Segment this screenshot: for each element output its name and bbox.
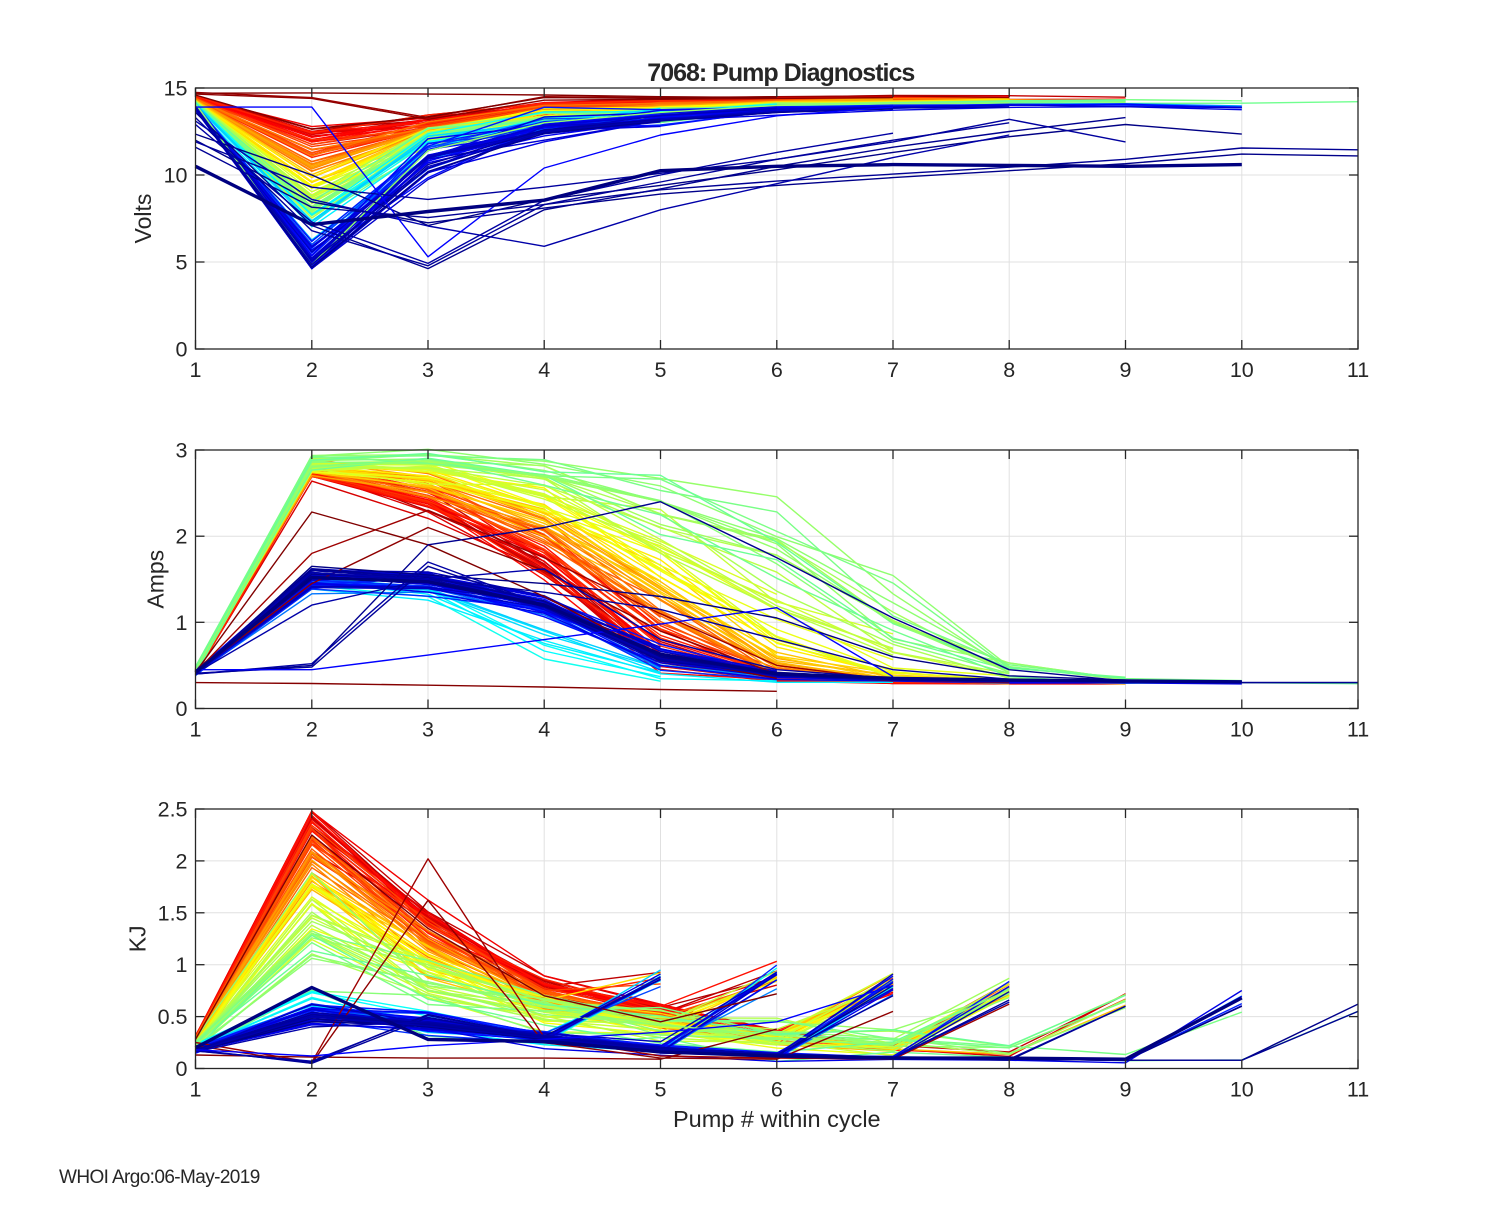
svg-text:Amps: Amps xyxy=(143,550,169,609)
svg-text:3: 3 xyxy=(176,439,188,463)
svg-text:8: 8 xyxy=(1003,358,1015,382)
svg-text:1: 1 xyxy=(190,358,202,382)
svg-text:10: 10 xyxy=(1230,718,1254,742)
svg-text:7: 7 xyxy=(887,718,899,742)
svg-text:1: 1 xyxy=(190,718,202,742)
svg-text:7068: Pump Diagnostics: 7068: Pump Diagnostics xyxy=(647,59,914,87)
svg-text:5: 5 xyxy=(655,718,667,742)
svg-text:2.5: 2.5 xyxy=(158,798,188,822)
svg-text:3: 3 xyxy=(422,358,434,382)
svg-text:2: 2 xyxy=(176,525,188,549)
svg-text:7: 7 xyxy=(887,358,899,382)
svg-text:9: 9 xyxy=(1120,718,1132,742)
svg-text:8: 8 xyxy=(1003,718,1015,742)
svg-text:8: 8 xyxy=(1003,1078,1015,1102)
svg-text:WHOI Argo:06-May-2019: WHOI Argo:06-May-2019 xyxy=(59,1167,260,1188)
svg-text:5: 5 xyxy=(655,1078,667,1102)
svg-text:4: 4 xyxy=(538,1078,550,1102)
svg-text:2: 2 xyxy=(306,1078,318,1102)
svg-text:0.5: 0.5 xyxy=(158,1005,188,1029)
svg-text:0: 0 xyxy=(176,1057,188,1081)
svg-text:9: 9 xyxy=(1120,358,1132,382)
svg-text:5: 5 xyxy=(655,358,667,382)
svg-text:1: 1 xyxy=(190,1078,202,1102)
svg-text:3: 3 xyxy=(422,1078,434,1102)
svg-text:6: 6 xyxy=(771,718,783,742)
svg-text:6: 6 xyxy=(771,358,783,382)
svg-text:5: 5 xyxy=(176,251,188,275)
svg-text:10: 10 xyxy=(1230,1078,1254,1102)
svg-text:7: 7 xyxy=(887,1078,899,1102)
svg-text:3: 3 xyxy=(422,718,434,742)
svg-text:10: 10 xyxy=(164,164,188,188)
svg-text:1: 1 xyxy=(176,953,188,977)
svg-text:0: 0 xyxy=(176,338,188,362)
svg-text:9: 9 xyxy=(1120,1078,1132,1102)
svg-text:4: 4 xyxy=(538,358,550,382)
svg-text:Volts: Volts xyxy=(130,194,156,244)
svg-text:10: 10 xyxy=(1230,358,1254,382)
svg-text:KJ: KJ xyxy=(125,925,151,952)
svg-text:Pump # within cycle: Pump # within cycle xyxy=(673,1106,881,1132)
svg-text:15: 15 xyxy=(164,77,188,101)
svg-text:2: 2 xyxy=(306,718,318,742)
svg-text:0: 0 xyxy=(176,697,188,721)
svg-text:4: 4 xyxy=(538,718,550,742)
svg-text:1: 1 xyxy=(176,611,188,635)
svg-text:2: 2 xyxy=(306,358,318,382)
svg-text:11: 11 xyxy=(1347,358,1369,382)
svg-text:1.5: 1.5 xyxy=(158,901,188,925)
svg-text:2: 2 xyxy=(176,849,188,873)
svg-text:11: 11 xyxy=(1347,1078,1369,1102)
svg-text:6: 6 xyxy=(771,1078,783,1102)
svg-text:11: 11 xyxy=(1347,718,1369,742)
